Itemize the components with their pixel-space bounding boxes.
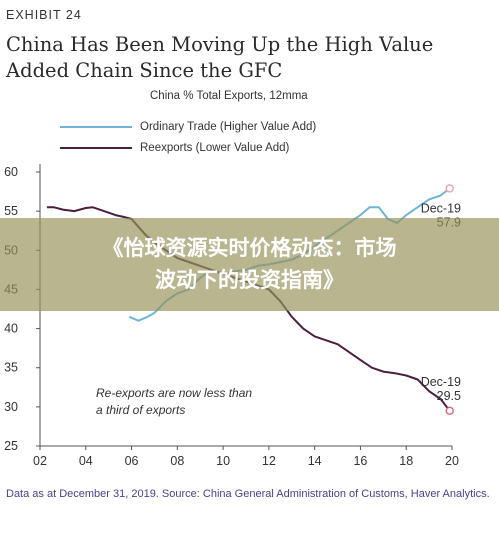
banner-headline: 《怡球资源实时价格动态：市场 波动下的投资指南》 xyxy=(0,232,499,296)
x-tick-label-08: 08 xyxy=(170,454,184,468)
chart-title: China Has Been Moving Up the High Value … xyxy=(6,33,434,82)
source-footnote: Data as at December 31, 2019. Source: Ch… xyxy=(6,488,490,500)
y-tick-label-55: 55 xyxy=(4,204,18,218)
x-tick-label-06: 06 xyxy=(125,454,139,468)
chart-legend: Ordinary Trade (Higher Value Add) Reexpo… xyxy=(60,116,316,158)
end-label-date-1: Dec-19 xyxy=(421,375,461,389)
watermark-banner xyxy=(0,218,499,311)
callout-line-2: a third of exports xyxy=(96,403,185,417)
x-tick-label-12: 12 xyxy=(262,454,276,468)
x-tick-label-02: 02 xyxy=(33,454,47,468)
callout-line-1: Re-exports are now less than xyxy=(96,386,252,400)
x-tick-label-04: 04 xyxy=(79,454,93,468)
legend-label-ordinary-trade: Ordinary Trade (Higher Value Add) xyxy=(140,120,317,133)
y-tick-label-35: 35 xyxy=(4,361,18,375)
legend-swatch-reexports xyxy=(60,146,132,149)
legend-item-ordinary-trade: Ordinary Trade (Higher Value Add) xyxy=(60,116,316,137)
x-tick-label-20: 20 xyxy=(445,454,459,468)
x-tick-label-14: 14 xyxy=(308,454,322,468)
legend-item-reexports: Reexports (Lower Value Add) xyxy=(60,137,316,158)
x-tick-label-10: 10 xyxy=(216,454,230,468)
series-end-marker-0 xyxy=(445,184,454,193)
end-label-value-1: 29.5 xyxy=(437,389,461,403)
banner-line-1: 《怡球资源实时价格动态：市场 xyxy=(102,236,397,260)
legend-label-reexports: Reexports (Lower Value Add) xyxy=(140,141,290,154)
series-end-marker-1 xyxy=(445,406,454,415)
y-tick-label-60: 60 xyxy=(4,165,18,179)
y-tick-label-30: 30 xyxy=(4,400,18,414)
end-label-date-0: Dec-19 xyxy=(421,201,461,215)
legend-swatch-ordinary-trade xyxy=(60,125,132,128)
y-tick-label-25: 25 xyxy=(4,439,18,453)
chart-subtitle: China % Total Exports, 12mma xyxy=(150,90,308,102)
x-tick-label-16: 16 xyxy=(353,454,367,468)
banner-line-2: 波动下的投资指南》 xyxy=(155,268,344,292)
y-tick-label-40: 40 xyxy=(4,322,18,336)
x-tick-label-18: 18 xyxy=(399,454,413,468)
exhibit-label: EXHIBIT 24 xyxy=(6,8,82,22)
